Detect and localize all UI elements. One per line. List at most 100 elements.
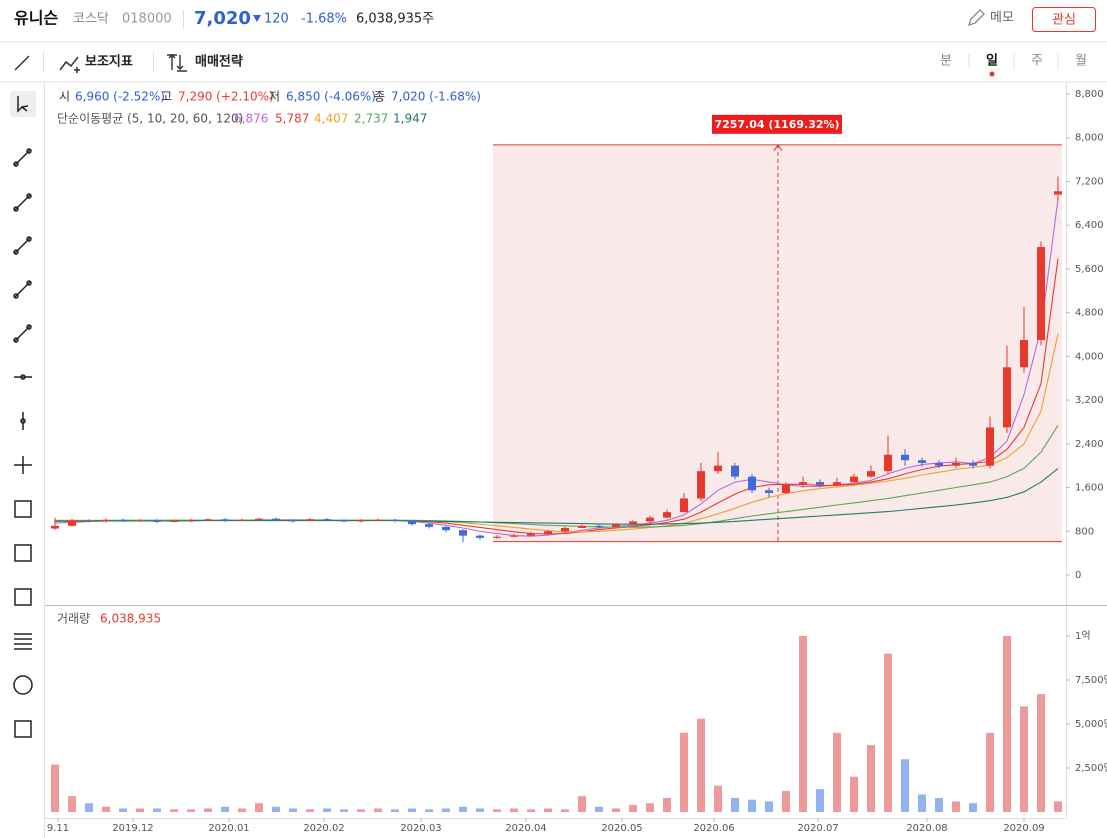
- candle-body: [374, 519, 382, 521]
- tool-icon[interactable]: [13, 324, 32, 343]
- volume-bar: [1003, 636, 1011, 812]
- volume-bar: [170, 809, 178, 812]
- tool-icon[interactable]: [20, 412, 26, 430]
- tool-icon[interactable]: [13, 148, 32, 167]
- volume-bar: [952, 801, 960, 812]
- pencil-icon: [967, 9, 985, 27]
- measure-arrow: [773, 143, 783, 152]
- fib-tool: [14, 633, 32, 650]
- draw-icon[interactable]: [14, 55, 30, 71]
- tool-icon[interactable]: [13, 193, 32, 212]
- volume-bar: [527, 809, 535, 812]
- ma-value: 4,407: [314, 112, 348, 126]
- tool-icon[interactable]: [14, 456, 32, 474]
- info-key: 저: [269, 90, 280, 104]
- tool-icon[interactable]: [14, 588, 32, 606]
- volume-bar: [374, 808, 382, 812]
- change-pct: -1.68%: [301, 12, 347, 27]
- period-tab[interactable]: 일: [986, 54, 998, 69]
- price: 7,020: [194, 8, 251, 29]
- volume-bar: [289, 808, 297, 812]
- candle-body: [527, 533, 535, 536]
- candle-body: [510, 535, 518, 537]
- volume-bar: [306, 809, 314, 812]
- tool-icon[interactable]: [13, 236, 32, 255]
- candle-body: [884, 454, 892, 472]
- y-tick-label: 3,200: [1075, 395, 1104, 406]
- cursor: [17, 96, 29, 113]
- dot: [13, 337, 19, 343]
- candle-body: [391, 519, 399, 521]
- tool-icon[interactable]: [14, 720, 32, 738]
- candle-body: [102, 519, 110, 522]
- dot: [26, 324, 32, 330]
- tool-bg: [10, 91, 36, 117]
- volume-bar: [986, 732, 994, 812]
- strategy-label: 매매전략: [195, 54, 243, 70]
- info-value: 6,960 (-2.52%): [75, 90, 165, 104]
- candle-body: [646, 517, 654, 522]
- info-key: 종: [374, 90, 385, 104]
- candle-body: [918, 460, 926, 463]
- volume-bar: [510, 808, 518, 812]
- tool-icon[interactable]: [14, 633, 32, 650]
- volume-bar: [323, 808, 331, 812]
- tool-icon[interactable]: [14, 500, 32, 518]
- x-tick-label: 2020.02: [303, 823, 344, 834]
- indicators-button[interactable]: 보조지표: [59, 55, 133, 74]
- volume-bar: [102, 806, 110, 812]
- tool-icon[interactable]: [10, 91, 36, 117]
- shape-tool: [14, 544, 32, 562]
- candle-body: [459, 530, 467, 536]
- y-tick-label: 8,800: [1075, 89, 1104, 100]
- dot: [13, 161, 19, 167]
- period-tab[interactable]: 분: [940, 54, 952, 69]
- volume-value: 6,038,935: [100, 612, 161, 626]
- candle-body: [952, 462, 960, 466]
- x-tick-label: 9.11: [47, 823, 69, 834]
- candle-body: [986, 427, 994, 466]
- tool-icon[interactable]: [13, 280, 32, 299]
- ma-legend: 6,876 5,787 4,407 2,737 1,947: [234, 112, 427, 126]
- down-arrow: [253, 15, 261, 22]
- volume-bar: [425, 809, 433, 812]
- candle-body: [969, 462, 977, 466]
- memo-button[interactable]: 메모: [967, 9, 1014, 27]
- volume-bar: [799, 636, 807, 812]
- drawing-tools: [10, 91, 36, 738]
- x-tick-label: 2020.03: [400, 823, 441, 834]
- volume-bar: [459, 806, 467, 812]
- strategy-button[interactable]: 매매전략: [167, 54, 243, 72]
- y-tick-label: 7,500만: [1075, 674, 1107, 686]
- market: 코스닥: [73, 12, 109, 27]
- period-tab[interactable]: 월: [1075, 54, 1087, 69]
- dot: [13, 293, 19, 299]
- candle-body: [187, 520, 195, 522]
- circle-tool: [13, 675, 33, 695]
- candle-body: [799, 482, 807, 485]
- candle-body: [935, 462, 943, 466]
- y-tick-label: 1,600: [1075, 483, 1104, 494]
- ma-value: 2,737: [354, 112, 388, 126]
- candle-body: [697, 471, 705, 499]
- favorite-button[interactable]: 관심: [1032, 7, 1096, 32]
- ma-value: 6,876: [234, 112, 268, 126]
- candle-body: [136, 520, 144, 522]
- period-tab[interactable]: 주: [1031, 54, 1043, 69]
- x-tick-label: 2020.09: [1003, 823, 1044, 834]
- candle-body: [153, 520, 161, 522]
- favorite-box: [1032, 7, 1096, 32]
- candle-body: [442, 526, 450, 531]
- tool-icon[interactable]: [14, 544, 32, 562]
- candle-body: [714, 465, 722, 472]
- y-tick-label: 6,400: [1075, 220, 1104, 231]
- candle-body: [833, 482, 841, 485]
- y-tick-label: 5,000만: [1075, 718, 1107, 730]
- tool-icon[interactable]: [13, 675, 33, 695]
- y-tick-label: 4,800: [1075, 308, 1104, 319]
- volume-bar: [1054, 801, 1062, 812]
- candle-body: [561, 527, 569, 532]
- tool-icon[interactable]: [14, 374, 32, 380]
- volume-bar: [68, 796, 76, 812]
- dot: [26, 148, 32, 154]
